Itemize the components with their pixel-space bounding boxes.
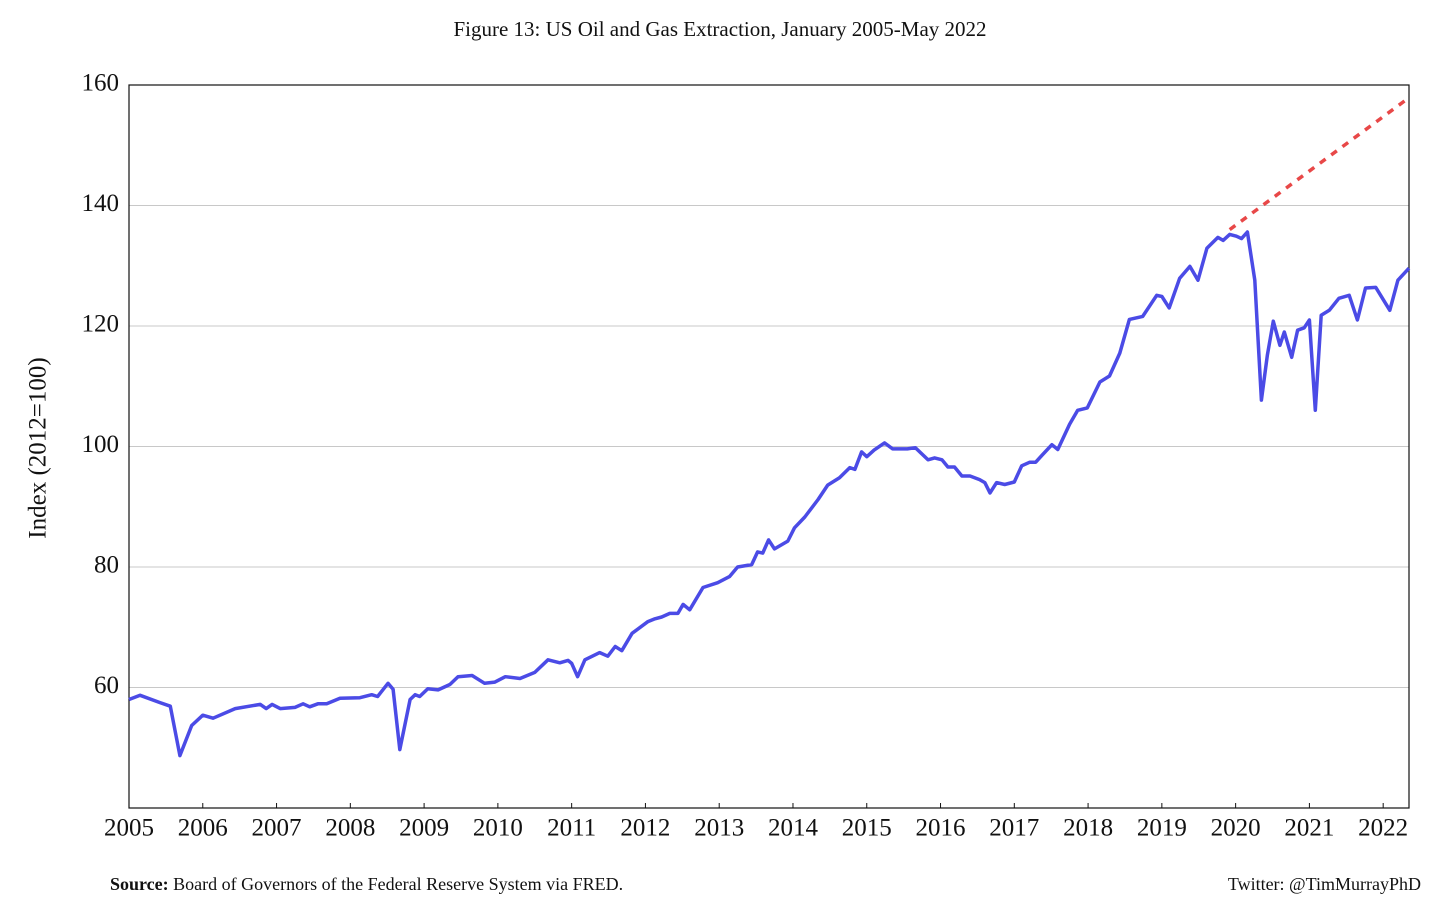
x-tick-label: 2022	[1358, 815, 1408, 842]
y-axis-label: Index (2012=100)	[25, 357, 52, 538]
y-tick-label: 140	[82, 190, 120, 217]
x-tick-label: 2014	[768, 815, 819, 842]
y-tick-label: 160	[82, 70, 120, 97]
x-tick-label: 2018	[1063, 815, 1113, 842]
x-tick-label: 2021	[1284, 815, 1334, 842]
credit: Twitter: @TimMurrayPhD	[1228, 874, 1421, 894]
x-tick-label: 2013	[694, 815, 744, 842]
data-line	[128, 230, 1411, 758]
source-label: Source:	[110, 874, 169, 894]
x-tick-label: 2012	[620, 815, 670, 842]
y-tick-label: 120	[82, 311, 120, 338]
x-tick-label: 2006	[178, 815, 228, 842]
x-tick-label: 2008	[325, 815, 375, 842]
x-tick-label: 2015	[842, 815, 892, 842]
x-tick-label: 2005	[104, 815, 154, 842]
chart-title: Figure 13: US Oil and Gas Extraction, Ja…	[453, 17, 986, 41]
footer-source: Source: Board of Governors of the Federa…	[110, 874, 623, 894]
x-tick-label: 2009	[399, 815, 449, 842]
data-line	[1228, 96, 1411, 232]
y-tick-label: 80	[94, 552, 119, 579]
x-tick-label: 2019	[1137, 815, 1187, 842]
x-tick-label: 2010	[473, 815, 523, 842]
x-tick-label: 2017	[989, 815, 1039, 842]
y-tick-label: 60	[94, 672, 119, 699]
plot-frame	[128, 84, 1410, 809]
x-tick-label: 2016	[916, 815, 966, 842]
x-tick-label: 2007	[252, 815, 302, 842]
x-tick-label: 2020	[1211, 815, 1261, 842]
y-tick-label: 100	[82, 431, 120, 458]
source-text: Board of Governors of the Federal Reserv…	[173, 874, 623, 894]
x-tick-label: 2011	[547, 815, 596, 842]
